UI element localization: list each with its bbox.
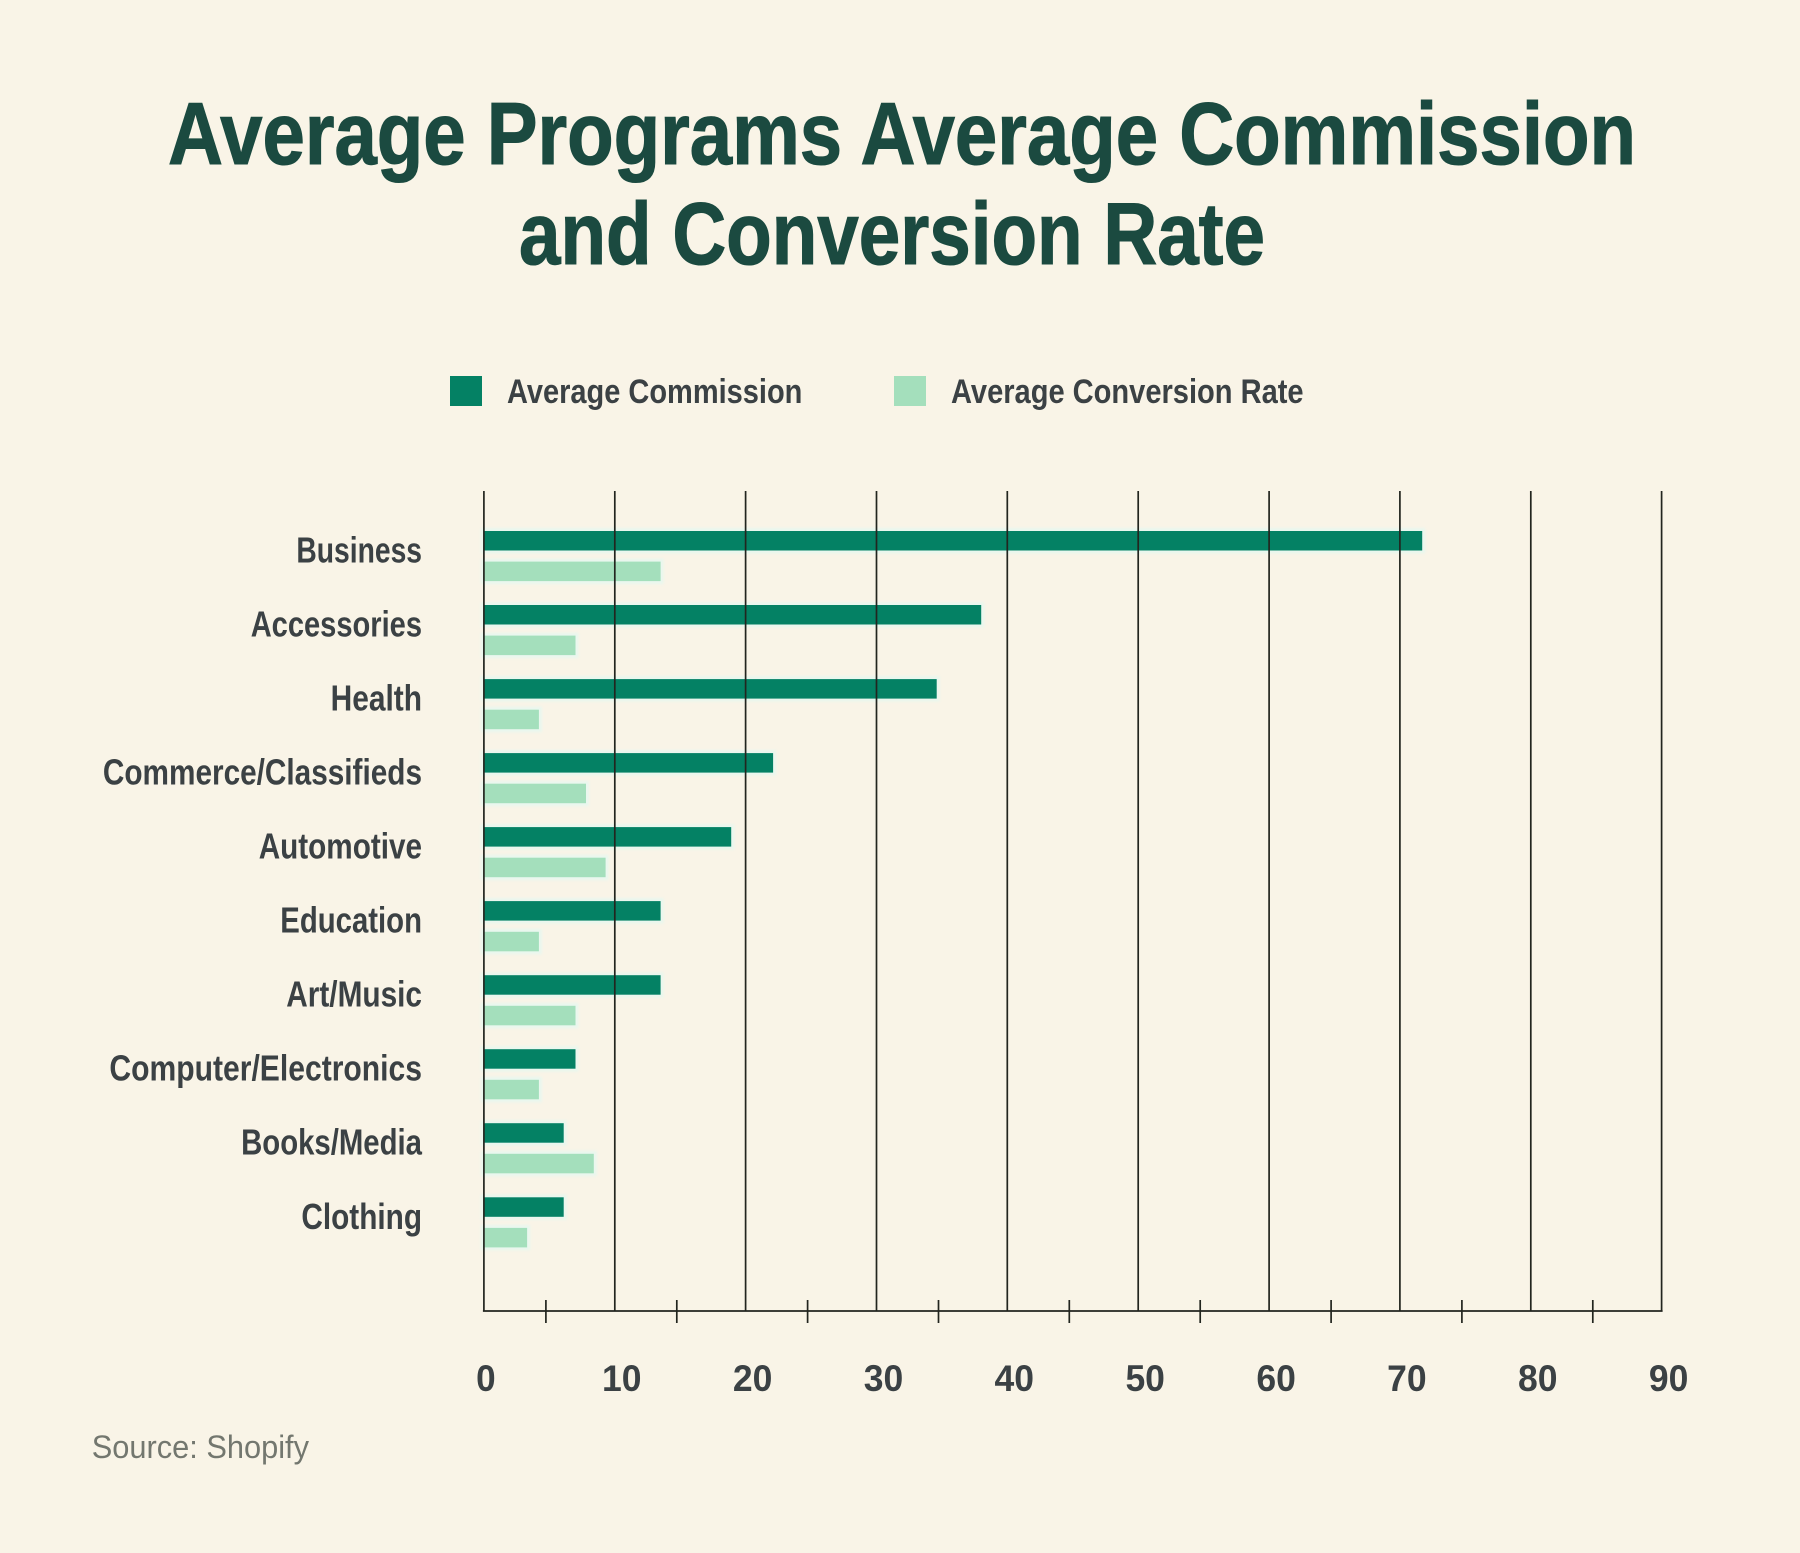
svg-text:Computer/Electronics: Computer/Electronics xyxy=(109,1048,422,1089)
svg-text:Accessories: Accessories xyxy=(251,604,422,645)
svg-text:Source: Shopify: Source: Shopify xyxy=(92,1429,310,1465)
svg-text:Average Conversion Rate: Average Conversion Rate xyxy=(951,373,1304,411)
svg-text:Average Commission: Average Commission xyxy=(507,373,802,411)
svg-text:30: 30 xyxy=(864,1357,904,1399)
svg-text:10: 10 xyxy=(602,1357,642,1399)
svg-text:Clothing: Clothing xyxy=(301,1196,422,1237)
svg-text:80: 80 xyxy=(1518,1357,1558,1399)
svg-text:Education: Education xyxy=(280,900,422,941)
svg-text:20: 20 xyxy=(733,1357,773,1399)
svg-text:40: 40 xyxy=(995,1357,1035,1399)
svg-text:Business: Business xyxy=(296,530,422,571)
svg-text:Commerce/Classifieds: Commerce/Classifieds xyxy=(103,752,422,793)
svg-text:60: 60 xyxy=(1256,1357,1296,1399)
svg-text:Average Programs Average Commi: Average Programs Average Commission xyxy=(168,84,1636,183)
svg-text:Health: Health xyxy=(331,678,422,719)
svg-text:0: 0 xyxy=(476,1357,496,1399)
svg-text:Art/Music: Art/Music xyxy=(286,974,422,1015)
svg-text:90: 90 xyxy=(1649,1357,1689,1399)
svg-text:Books/Media: Books/Media xyxy=(241,1122,422,1163)
svg-text:and Conversion Rate: and Conversion Rate xyxy=(519,184,1265,283)
svg-text:70: 70 xyxy=(1387,1357,1427,1399)
svg-text:Automotive: Automotive xyxy=(259,826,422,867)
svg-text:50: 50 xyxy=(1125,1357,1165,1399)
